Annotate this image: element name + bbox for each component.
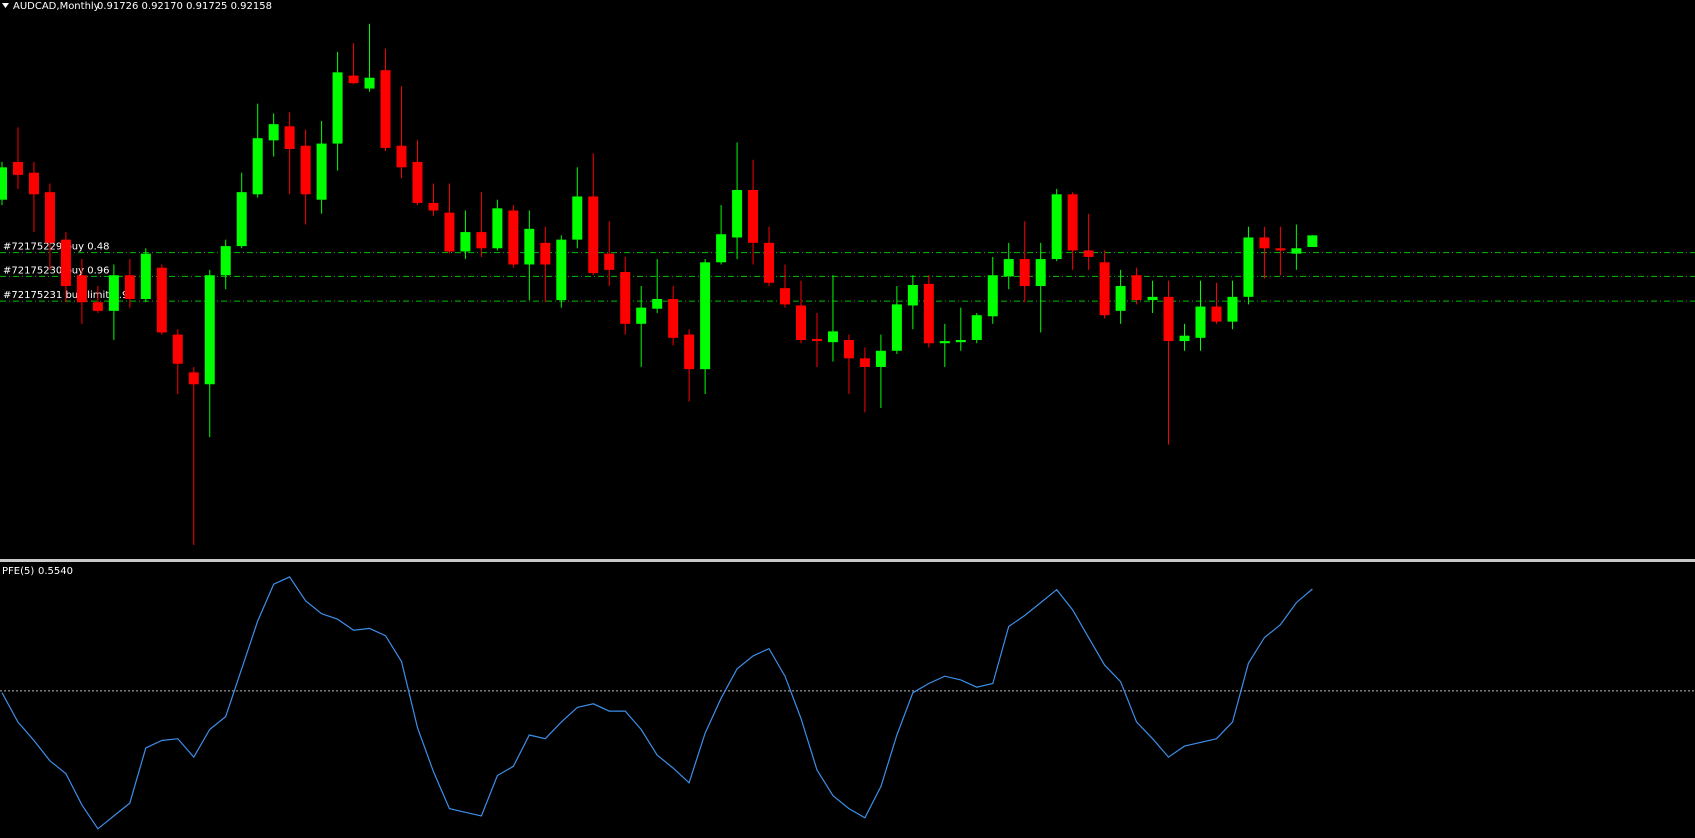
candle-body <box>1067 194 1078 251</box>
candle-body <box>684 334 695 370</box>
candle-body <box>620 272 631 324</box>
candle-body <box>1259 237 1270 249</box>
candle-body <box>764 242 775 283</box>
candle-body <box>891 304 902 351</box>
candle-body <box>588 196 599 274</box>
candle-body <box>1003 259 1014 277</box>
candle-body <box>460 232 471 252</box>
indicator-line <box>1 576 1313 830</box>
candle-body <box>1195 306 1206 338</box>
candle-body <box>540 242 551 265</box>
candle-body <box>668 298 679 338</box>
candle-body <box>428 202 439 211</box>
candle-body <box>572 196 583 240</box>
candle-body <box>1083 250 1094 257</box>
pane-separator <box>0 559 1695 562</box>
candle-body <box>811 338 822 342</box>
ohlc-values: 0.91726 0.92170 0.91725 0.92158 <box>97 1 272 12</box>
candle-body <box>348 75 359 84</box>
candle-body <box>156 267 167 333</box>
candle-body <box>700 262 711 370</box>
candle-body <box>604 253 615 270</box>
candle-body <box>827 331 838 343</box>
candle-body <box>955 340 966 343</box>
candle-body <box>1243 237 1254 297</box>
candle-body <box>923 283 934 344</box>
candle-body <box>508 210 519 265</box>
candle-body <box>748 189 759 243</box>
candle-body <box>556 239 567 301</box>
candle-body <box>1115 286 1126 311</box>
candle-body <box>1099 262 1110 316</box>
candle-body <box>140 253 151 299</box>
candle-body <box>716 234 727 263</box>
symbol-title: AUDCAD,Monthly <box>13 1 100 12</box>
candle-body <box>796 305 806 340</box>
candle-body <box>1307 235 1318 248</box>
candle-body <box>652 298 663 309</box>
candle-body <box>1275 248 1286 251</box>
candle-body <box>412 161 423 203</box>
candle-body <box>364 77 375 89</box>
order-label: #72175229 buy 0.48 <box>3 242 110 253</box>
candle-body <box>204 275 215 385</box>
candle-body <box>1131 275 1142 301</box>
candle-body <box>1147 296 1158 301</box>
candle-body <box>172 334 183 364</box>
candle-body <box>236 192 247 247</box>
candle-body <box>444 212 455 252</box>
candle-body <box>1179 335 1190 342</box>
candle-body <box>76 275 87 303</box>
candle-body <box>300 145 311 195</box>
candle-body <box>284 126 295 149</box>
candle-body <box>268 124 279 141</box>
candle-body <box>316 143 327 200</box>
candle-body <box>907 284 918 306</box>
candle-body <box>12 161 23 175</box>
candle-body <box>636 307 647 324</box>
candle-body <box>124 275 135 299</box>
candle-body <box>1163 296 1174 342</box>
candle-body <box>108 275 119 311</box>
candle-body <box>476 232 487 249</box>
candle-body <box>1035 259 1046 287</box>
menu-arrow[interactable] <box>2 3 9 8</box>
candle-body <box>859 358 870 367</box>
indicator-name: PFE(5) <box>2 566 34 577</box>
candle-body <box>92 302 103 311</box>
order-label: #72175231 buy limit 1.92 <box>3 290 135 301</box>
candle-body <box>28 172 39 195</box>
candle-body <box>1211 306 1222 322</box>
candle-body <box>939 341 950 344</box>
candle-body <box>524 228 535 265</box>
candle-body <box>60 239 71 287</box>
candle-body <box>1051 194 1062 260</box>
candle-body <box>1227 296 1238 322</box>
candle-body <box>1019 259 1030 287</box>
candle-body <box>396 145 407 168</box>
candle-body <box>875 350 886 367</box>
candle-body <box>492 208 503 249</box>
candle-body <box>1291 248 1302 254</box>
order-label: #72175230 buy 0.96 <box>3 265 110 276</box>
candle-body <box>220 246 231 276</box>
indicator-value: 0.5540 <box>38 566 73 577</box>
candle-body <box>44 192 55 243</box>
candle-body <box>971 315 982 340</box>
candle-body <box>843 340 854 359</box>
candle-body <box>380 70 391 148</box>
candle-body <box>780 288 791 305</box>
candle-body <box>188 372 199 385</box>
candle-body <box>987 275 998 317</box>
candle-body <box>732 189 743 238</box>
candle-body <box>0 167 7 200</box>
candle-body <box>332 72 343 144</box>
candle-body <box>252 138 263 195</box>
